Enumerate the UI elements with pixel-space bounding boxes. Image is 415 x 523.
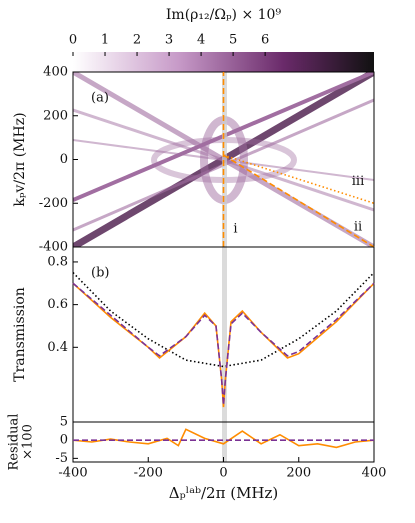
y-tick-label: 0.8 bbox=[47, 254, 68, 269]
y-tick-label: 0.4 bbox=[47, 340, 68, 355]
x-tick-label: 400 bbox=[362, 466, 387, 481]
colorbar-label: Im(ρ₁₂/Ωₚ) × 10⁹ bbox=[166, 7, 282, 23]
y-tick-label: 0 bbox=[60, 433, 68, 448]
colorbar-tick-label: 4 bbox=[197, 33, 205, 48]
series-line bbox=[72, 428, 375, 449]
x-tick-label: 200 bbox=[286, 466, 311, 481]
colorbar-tick-label: 0 bbox=[69, 33, 77, 48]
colorbar-tick-label: 1 bbox=[101, 33, 109, 48]
colorbar-tick-label: 5 bbox=[229, 33, 237, 48]
series-line bbox=[72, 272, 375, 368]
line-label: ii bbox=[354, 220, 362, 235]
y-axis-label: Transmission bbox=[12, 287, 28, 382]
x-axis-label: Δₚˡᵃᵇ/2π (MHz) bbox=[169, 484, 279, 502]
y-axis-label: Residual bbox=[7, 414, 22, 471]
y-tick-label: 200 bbox=[43, 108, 68, 123]
series-line bbox=[223, 154, 375, 248]
y-tick-label: 400 bbox=[43, 65, 68, 80]
resonance-band bbox=[222, 72, 227, 462]
series-line bbox=[72, 282, 375, 408]
panel-label: (a) bbox=[91, 91, 109, 106]
series-line bbox=[72, 282, 375, 405]
y-tick-label: 0.6 bbox=[47, 297, 68, 312]
y-tick-label: -5 bbox=[55, 451, 68, 466]
y-tick-label: 5 bbox=[60, 415, 68, 430]
colorbar-tick-label: 6 bbox=[261, 33, 269, 48]
y-axis-label: kₚv/2π (MHz) bbox=[12, 112, 28, 206]
panel-label: (b) bbox=[91, 266, 109, 281]
y-tick-label: -200 bbox=[39, 196, 68, 211]
y-axis-label: ×100 bbox=[21, 424, 36, 460]
x-tick-label: -200 bbox=[134, 466, 163, 481]
colorbar-tick-label: 2 bbox=[133, 33, 141, 48]
colorbar bbox=[73, 52, 374, 72]
colorbar-tick-label: 3 bbox=[165, 33, 173, 48]
y-tick-label: 0 bbox=[60, 152, 68, 167]
x-tick-label: -400 bbox=[58, 466, 87, 481]
y-tick-label: -400 bbox=[39, 240, 68, 255]
line-label: i bbox=[233, 222, 237, 237]
x-tick-label: 0 bbox=[219, 466, 227, 481]
line-label: iii bbox=[352, 174, 364, 189]
